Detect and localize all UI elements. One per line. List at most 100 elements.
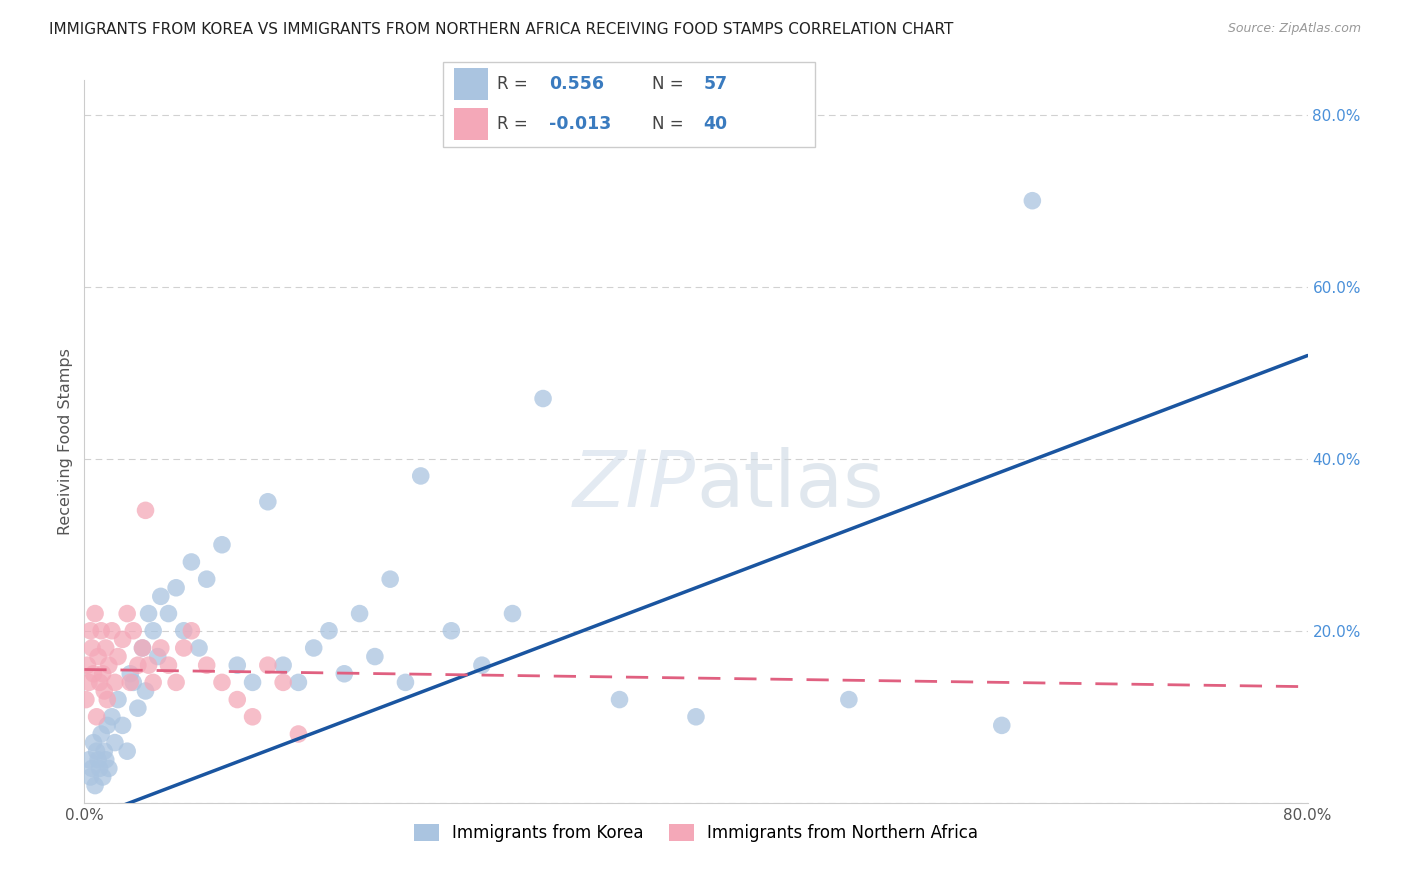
Point xyxy=(180,555,202,569)
Point xyxy=(96,692,118,706)
Point xyxy=(127,658,149,673)
Point xyxy=(93,744,115,758)
Point xyxy=(287,675,309,690)
Point xyxy=(80,761,103,775)
Point xyxy=(173,640,195,655)
Point xyxy=(195,658,218,673)
Point xyxy=(122,675,145,690)
Legend: Immigrants from Korea, Immigrants from Northern Africa: Immigrants from Korea, Immigrants from N… xyxy=(408,817,984,848)
FancyBboxPatch shape xyxy=(443,62,815,147)
Point xyxy=(86,744,108,758)
Point xyxy=(142,624,165,638)
Point xyxy=(138,658,160,673)
Point xyxy=(77,753,100,767)
FancyBboxPatch shape xyxy=(454,108,488,140)
Point xyxy=(120,666,142,681)
Point xyxy=(165,581,187,595)
Point xyxy=(226,692,249,706)
Text: IMMIGRANTS FROM KOREA VS IMMIGRANTS FROM NORTHERN AFRICA RECEIVING FOOD STAMPS C: IMMIGRANTS FROM KOREA VS IMMIGRANTS FROM… xyxy=(49,22,953,37)
Point xyxy=(107,692,129,706)
Text: ZIP: ZIP xyxy=(574,447,696,523)
Point xyxy=(135,684,157,698)
Point xyxy=(115,607,138,621)
Point xyxy=(76,658,98,673)
Text: atlas: atlas xyxy=(696,447,883,523)
Point xyxy=(991,718,1014,732)
Point xyxy=(409,469,432,483)
Point xyxy=(104,675,127,690)
Point xyxy=(75,692,97,706)
Point xyxy=(101,710,124,724)
Point xyxy=(115,744,138,758)
Point xyxy=(90,727,112,741)
Point xyxy=(271,658,294,673)
Point xyxy=(135,503,157,517)
Point xyxy=(97,761,120,775)
Text: R =: R = xyxy=(496,75,527,93)
Point xyxy=(149,640,172,655)
Point xyxy=(89,675,111,690)
Point xyxy=(79,624,101,638)
Point xyxy=(131,640,153,655)
Point xyxy=(157,607,180,621)
Point xyxy=(1021,194,1043,208)
Point xyxy=(89,761,111,775)
Point xyxy=(80,640,103,655)
Point xyxy=(242,675,264,690)
Point xyxy=(83,735,105,749)
FancyBboxPatch shape xyxy=(454,68,488,100)
Point xyxy=(502,607,524,621)
Point xyxy=(90,624,112,638)
Point xyxy=(79,770,101,784)
Point xyxy=(302,640,325,655)
Point xyxy=(188,640,211,655)
Point xyxy=(165,675,187,690)
Point xyxy=(91,666,114,681)
Point xyxy=(173,624,195,638)
Text: -0.013: -0.013 xyxy=(550,115,612,133)
Point xyxy=(91,770,114,784)
Point xyxy=(394,675,416,690)
Point xyxy=(138,607,160,621)
Point xyxy=(94,640,117,655)
Point xyxy=(97,658,120,673)
Point xyxy=(226,658,249,673)
Point xyxy=(211,538,233,552)
Point xyxy=(380,572,402,586)
Point xyxy=(87,649,110,664)
Point xyxy=(157,658,180,673)
Point xyxy=(83,666,105,681)
Text: 0.556: 0.556 xyxy=(550,75,605,93)
Point xyxy=(84,779,107,793)
Point xyxy=(440,624,463,638)
Point xyxy=(111,632,134,647)
Y-axis label: Receiving Food Stamps: Receiving Food Stamps xyxy=(58,348,73,535)
Point xyxy=(111,718,134,732)
Text: 40: 40 xyxy=(704,115,728,133)
Point xyxy=(257,494,280,508)
Point xyxy=(333,666,356,681)
Point xyxy=(471,658,494,673)
Point xyxy=(838,692,860,706)
Point xyxy=(211,675,233,690)
Point xyxy=(318,624,340,638)
Point xyxy=(531,392,554,406)
Point xyxy=(77,675,100,690)
Point xyxy=(120,675,142,690)
Point xyxy=(104,735,127,749)
Point xyxy=(122,624,145,638)
Point xyxy=(84,607,107,621)
Point xyxy=(242,710,264,724)
Point xyxy=(180,624,202,638)
Point xyxy=(195,572,218,586)
Point xyxy=(271,675,294,690)
Text: R =: R = xyxy=(496,115,527,133)
Text: Source: ZipAtlas.com: Source: ZipAtlas.com xyxy=(1227,22,1361,36)
Text: 57: 57 xyxy=(704,75,728,93)
Point xyxy=(86,710,108,724)
Point xyxy=(94,753,117,767)
Point xyxy=(609,692,631,706)
Point xyxy=(131,640,153,655)
Point xyxy=(142,675,165,690)
Point xyxy=(257,658,280,673)
